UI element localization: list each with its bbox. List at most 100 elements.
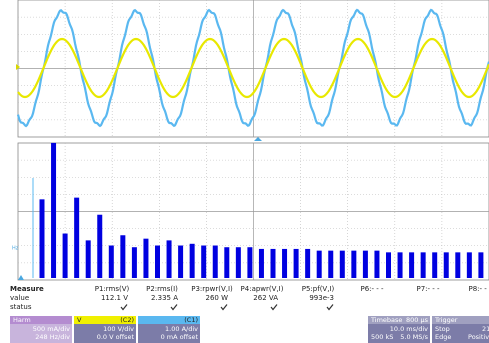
harmonic-bar [328, 250, 334, 278]
box-text: 216 [482, 325, 489, 333]
harmonic-bar [39, 199, 45, 278]
box-text: Edge [435, 333, 451, 341]
harmonic-bar [455, 252, 461, 278]
trace-label: Hz [12, 246, 19, 252]
status-check [170, 304, 178, 311]
column-header: P1:rms(V) [95, 285, 130, 293]
harmonic-bar [339, 250, 345, 278]
box-header [432, 316, 489, 324]
waveforms [16, 8, 489, 128]
column-header: P3:rpwr(V,I) [191, 285, 233, 293]
harmonic-bar [166, 240, 172, 278]
harmonic-bar [85, 240, 91, 278]
harmonic-bar [374, 250, 380, 278]
box-header [74, 316, 136, 324]
harmonic-bar [120, 235, 126, 278]
box-text: 500 mA/div [33, 325, 70, 333]
row-label: value [10, 294, 29, 302]
harmonic-bar [97, 214, 103, 278]
harmonic-bar [143, 238, 149, 278]
harmonic-bar [397, 252, 403, 278]
column-header: P7:- - - [416, 285, 440, 293]
measure-value: 262 VA [253, 294, 278, 302]
status-check [326, 304, 334, 311]
harm-box: Harm 500 mA/div 248 Hz/div [10, 316, 72, 343]
harmonic-bar [432, 252, 438, 278]
box-header [138, 316, 200, 324]
measure-value: 260 W [205, 294, 228, 302]
box-text: 0.0 V offset [97, 333, 135, 341]
harmonic-bar [74, 197, 80, 278]
harmonic-bar [466, 252, 472, 278]
harmonic-bar [258, 248, 264, 278]
box-text: 100 V/div [103, 325, 134, 333]
measure-value: 2.335 A [151, 294, 178, 302]
box-title: Harm [13, 316, 31, 324]
harmonic-bar [131, 247, 137, 278]
row-label: status [10, 303, 32, 311]
harmonic-bar [155, 245, 160, 278]
harmonic-bar [247, 247, 253, 278]
box-source: (C1) [184, 316, 198, 324]
column-header: P8:- - - [468, 285, 489, 293]
box-title: Timebase [370, 316, 402, 324]
box-text: 10.0 ms/div [390, 325, 428, 333]
box-title: Trigger [434, 316, 458, 324]
harmonic-bar [316, 250, 322, 278]
harmonic-bar [420, 252, 426, 278]
box-text: 800 µs [406, 316, 429, 324]
harmonic-bar [293, 248, 299, 278]
harm-marker [18, 275, 24, 280]
c1-box: (C1) 1.00 A/div 0 mA offset [138, 316, 200, 343]
box-text: 1.00 A/div [165, 325, 198, 333]
status-check [220, 304, 228, 311]
harmonic-bar [235, 247, 241, 278]
box-text: Stop [435, 325, 450, 333]
ch2-marker [16, 64, 20, 70]
status-check [270, 304, 278, 311]
box-text: Positive [468, 333, 489, 341]
harmonic-bar [386, 252, 391, 278]
harmonic-bar [282, 248, 288, 278]
box-text: 500 kS [371, 333, 393, 341]
measure-value: 112.1 V [101, 294, 128, 302]
box-text: 0 mA offset [161, 333, 199, 341]
trigger-box: Trigger 216 Stop Edge Positive [432, 316, 489, 343]
timebase-box: Timebase 800 µs 10.0 ms/div 500 kS 5.0 M… [368, 316, 430, 343]
trigger-marker [254, 137, 262, 141]
harmonic-bar [201, 245, 207, 278]
harmonic-bar [409, 252, 415, 278]
box-text: 248 Hz/div [35, 333, 70, 341]
harmonic-bar [224, 247, 230, 278]
measure-title: Measure [10, 285, 44, 293]
harmonic-bar [62, 233, 68, 278]
harmonic-bar [478, 252, 484, 278]
harmonic-bar [270, 248, 276, 278]
column-header: P5:pf(V,I) [302, 285, 335, 293]
harmonic-bar [178, 245, 184, 278]
grid [18, 0, 489, 280]
status-check [120, 304, 128, 311]
harmonic-bar [362, 250, 368, 278]
measure-value: 993e-3 [309, 294, 334, 302]
harmonic-bar [108, 245, 114, 278]
harmonic-bar [189, 243, 195, 278]
box-header [10, 316, 72, 324]
harmonic-bar [351, 250, 357, 278]
box-source: (C2) [120, 316, 134, 324]
waveform [17, 37, 489, 99]
box-header [368, 316, 430, 324]
harmonic-bar [212, 245, 218, 278]
waveform [16, 8, 489, 128]
harmonic-bars [32, 142, 484, 278]
box-title: V [77, 316, 82, 324]
v-box: V (C2) 100 V/div 0.0 V offset [74, 316, 136, 343]
box-text: 5.0 MS/s [400, 333, 428, 341]
column-header: P2:rms(I) [146, 285, 178, 293]
harmonic-bar [51, 142, 57, 278]
harmonic-bar [443, 252, 449, 278]
measure-table: P1:rms(V)112.1 V P2:rms(I)2.335 A P3:rpwr(… [95, 285, 489, 311]
harmonic-bar [305, 248, 311, 278]
